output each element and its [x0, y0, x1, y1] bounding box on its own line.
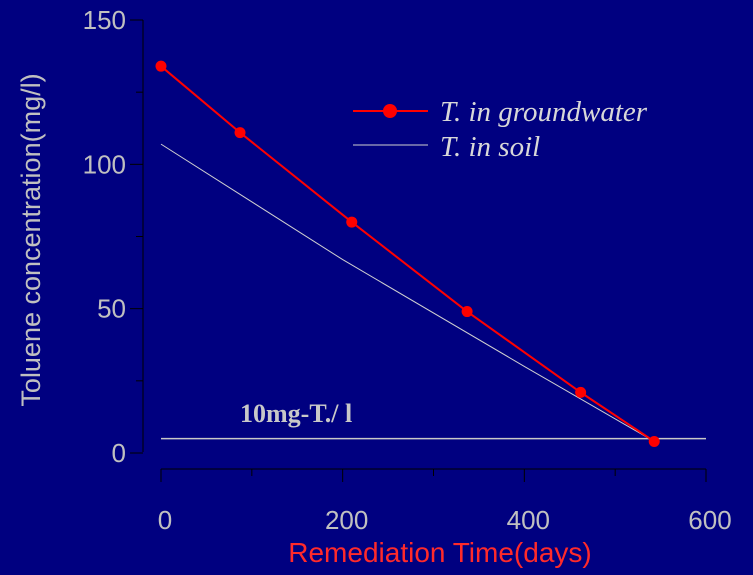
x-tick-label: 0 [158, 505, 172, 535]
x-tick-label: 400 [507, 505, 550, 535]
data-point-groundwater [461, 306, 473, 318]
y-tick-label: 100 [83, 149, 126, 179]
legend: T. in groundwater T. in soil [353, 96, 648, 163]
series-layer [155, 60, 660, 447]
y-axis-ticks: 0 50 100 150 [83, 5, 143, 468]
legend-label-groundwater: T. in groundwater [440, 96, 648, 128]
data-point-groundwater [234, 127, 246, 139]
y-tick-label: 0 [112, 438, 126, 468]
y-tick-label: 50 [97, 294, 126, 324]
y-tick-label: 150 [83, 5, 126, 35]
data-point-groundwater [346, 216, 358, 228]
series-line-groundwater [160, 65, 655, 443]
data-point-groundwater [648, 435, 660, 447]
threshold-label: 10mg-T./ l [240, 399, 352, 428]
x-axis-ticks: 0 200 400 600 [158, 469, 732, 535]
x-tick-label: 600 [688, 505, 731, 535]
series-line-soil [160, 143, 655, 442]
legend-label-soil: T. in soil [440, 131, 540, 163]
legend-marker-groundwater [383, 104, 397, 118]
x-tick-label: 200 [325, 505, 368, 535]
data-point-groundwater [575, 386, 587, 398]
data-point-groundwater [155, 60, 167, 72]
y-axis-title: Toluene concentration(mg/l) [16, 73, 46, 406]
x-axis-title: Remediation Time(days) [288, 537, 591, 568]
